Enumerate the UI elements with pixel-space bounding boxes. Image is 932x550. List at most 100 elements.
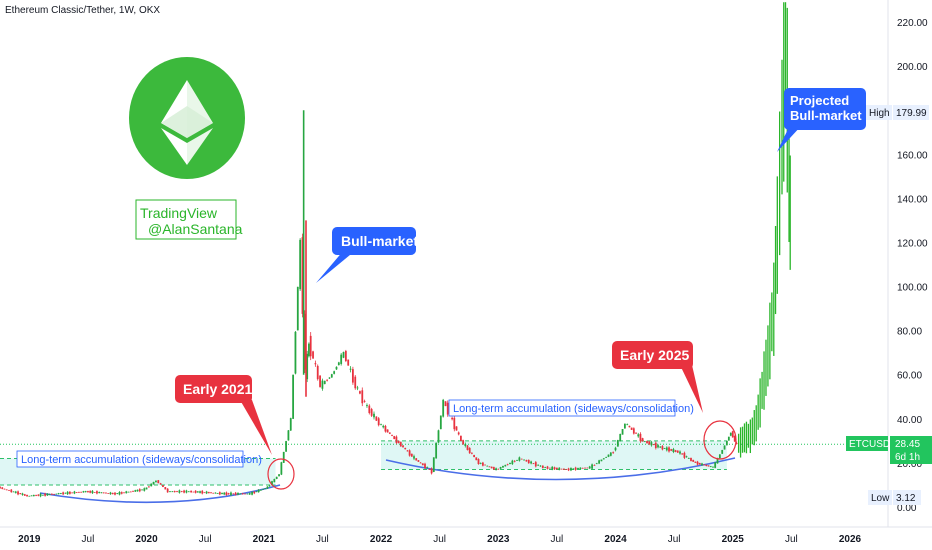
time-tick-1: Jul: [82, 534, 95, 545]
last-price-tag[interactable]: ETCUSDT 28.45 6d 1h: [846, 436, 932, 464]
candle-body-20: [44, 493, 46, 496]
candle-body-110: [248, 493, 251, 495]
candle-body-18: [39, 493, 42, 497]
candle-body-313: [709, 466, 712, 468]
candle-body-5: [10, 489, 13, 493]
candle-body-225: [509, 462, 511, 465]
time-tick-12: 2025: [722, 534, 745, 545]
projected-callout[interactable]: Projected Bull-market: [777, 88, 866, 152]
candle-body-143: [323, 380, 326, 385]
candle-body-114: [257, 489, 260, 493]
early-2021-label: Early 2021: [183, 381, 252, 397]
candle-body-68: [152, 481, 155, 485]
candle-body-11: [23, 494, 26, 496]
candle-body-297: [674, 450, 677, 452]
candle-body-84: [190, 490, 193, 493]
candle-body-103: [232, 493, 235, 495]
candle-body-133: [301, 237, 304, 314]
candle-body-239: [541, 465, 544, 469]
candle-body-281: [639, 433, 642, 442]
candle-body-156: [354, 376, 357, 389]
early-2021-callout[interactable]: Early 2021: [175, 375, 272, 455]
candle-body-171: [388, 432, 391, 434]
candle-body-243: [551, 466, 554, 470]
candle-body-99: [223, 492, 226, 495]
svg-text:High: High: [869, 108, 890, 119]
candle-body-3: [5, 489, 8, 491]
candle-body-100: [225, 492, 228, 495]
candle-body-157: [356, 387, 359, 389]
price-tick-6: 100.00: [897, 283, 928, 294]
time-tick-6: 2022: [370, 534, 393, 545]
candle-body-50: [111, 492, 114, 495]
time-tick-13: Jul: [785, 534, 798, 545]
candle-body-141: [319, 375, 321, 387]
candle-body-131: [296, 286, 299, 331]
candle-body-46: [102, 492, 105, 494]
candle-body-137: [309, 335, 312, 357]
candle-body-160: [363, 400, 366, 402]
candle-body-226: [511, 460, 514, 465]
accum-zone-1: [381, 440, 727, 470]
candle-body-255: [579, 467, 582, 469]
candle-body-275: [626, 424, 629, 426]
price-tick-3: 160.00: [897, 150, 928, 161]
candle-body-230: [520, 458, 523, 460]
candle-body-244: [553, 467, 556, 470]
candle-body-150: [340, 354, 343, 364]
candle-body-15: [32, 494, 35, 497]
candle-body-309: [701, 463, 703, 466]
early-2025-label: Early 2025: [620, 347, 689, 363]
candle-body-35: [78, 491, 80, 493]
candle-body-142: [321, 380, 324, 389]
time-tick-3: Jul: [199, 534, 212, 545]
candle-body-252: [572, 468, 575, 470]
candle-body-237: [537, 464, 540, 466]
candle-body-236: [534, 462, 537, 467]
candle-body-298: [676, 450, 679, 453]
candle-body-168: [382, 425, 385, 428]
candle-body-94: [212, 492, 215, 494]
svg-text:Long-term accumulation (sidewa: Long-term accumulation (sideways/consoli…: [21, 454, 262, 466]
candle-body-38: [84, 491, 87, 493]
candle-body-161: [366, 405, 368, 407]
candle-body-242: [548, 467, 551, 469]
early-2025-callout[interactable]: Early 2025: [612, 341, 703, 413]
candle-body-235: [532, 463, 535, 465]
candle-body-73: [164, 487, 167, 490]
candle-body-140: [316, 365, 319, 380]
candle-body-317: [718, 454, 721, 459]
candle-body-4: [8, 489, 10, 491]
candle-body-183: [415, 458, 418, 461]
candle-body-258: [586, 467, 589, 469]
candle-body-66: [147, 486, 150, 488]
candle-body-257: [584, 467, 586, 469]
bull-market-callout[interactable]: Bull-market: [316, 227, 418, 283]
candle-body-188: [426, 467, 429, 469]
candle-body-185: [419, 462, 422, 464]
watermark-line1: TradingView: [140, 205, 218, 221]
candle-body-92: [207, 492, 210, 494]
candle-body-182: [413, 456, 415, 459]
candle-body-51: [114, 492, 116, 495]
low-marker: Low 3.12: [868, 490, 921, 505]
time-axis[interactable]: 2019 Jul 2020 Jul 2021 Jul 2022 Jul 2023 Jul 2024 J…: [0, 526, 932, 545]
time-tick-10: 2024: [604, 534, 627, 545]
price-tick-8: 60.00: [897, 371, 922, 382]
candle-body-71: [159, 483, 162, 485]
candle-body-176: [399, 442, 402, 447]
candle-body-164: [373, 413, 375, 418]
candle-body-273: [621, 429, 624, 435]
candle-body-200: [453, 417, 456, 430]
candle-body-325: [735, 443, 738, 444]
candle-body-37: [82, 491, 85, 493]
candle-body-42: [93, 492, 96, 493]
candle-body-262: [595, 463, 598, 465]
candle-body-17: [37, 494, 40, 496]
candle-body-172: [391, 435, 393, 436]
time-tick-4: 2021: [253, 534, 276, 545]
accum-left-label: Long-term accumulation (sideways/consoli…: [16, 450, 262, 468]
candle-body-212: [479, 462, 482, 464]
candle-body-304: [690, 457, 692, 461]
